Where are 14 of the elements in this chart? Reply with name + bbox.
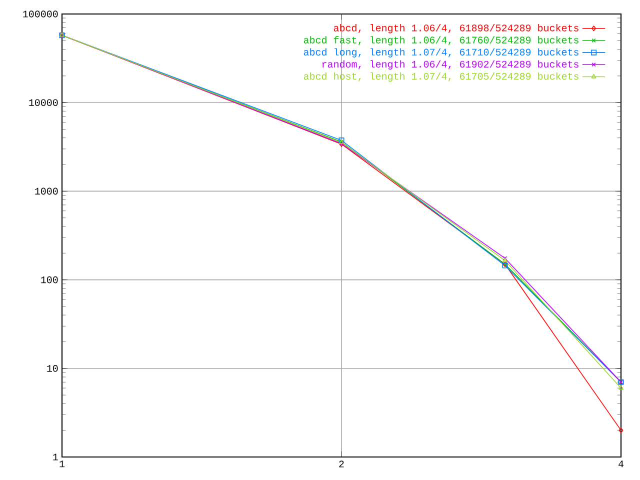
legend-label: random, length 1.06/4, 61902/524289 buckets (322, 60, 578, 70)
legend-label: abcd fast, length 1.06/4, 61760/524289 buckets (304, 36, 578, 46)
x-tick-label: 1 (60, 460, 65, 468)
y-tick-label: 1 (53, 454, 58, 460)
legend-label: abcd, length 1.06/4, 61898/524289 buckets (334, 24, 578, 34)
legend-label: abcd long, length 1.07/4, 61710/524289 buckets (304, 48, 578, 58)
y-tick-label: 100000 (23, 10, 58, 18)
y-tick-label: 10 (47, 365, 58, 372)
y-tick-label: 10000 (29, 99, 58, 106)
y-tick-label: 100 (41, 276, 58, 284)
y-tick-label: 1000 (35, 188, 58, 195)
x-tick-label: 4 (618, 460, 624, 468)
legend-label: abcd host, length 1.07/4, 61705/524289 buckets (304, 72, 578, 82)
x-tick-label: 2 (339, 460, 344, 468)
